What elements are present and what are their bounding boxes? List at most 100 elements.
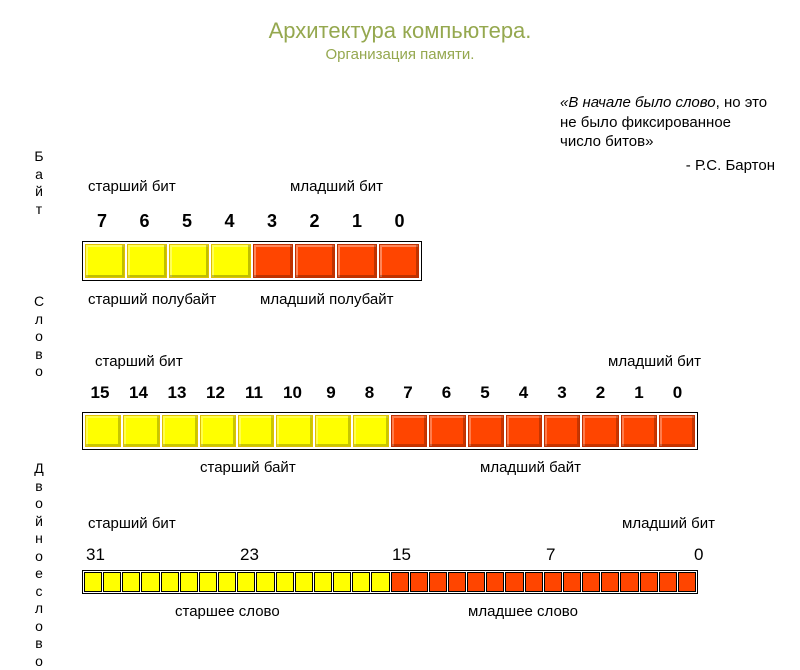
dword-cell-30 (103, 572, 121, 592)
dword-cell-15 (391, 572, 409, 592)
word-bit-2: 2 (589, 383, 613, 403)
dword-msb-label: старший бит (88, 515, 176, 532)
word-bit-1: 1 (627, 383, 651, 403)
byte-bit-6: 6 (135, 211, 155, 232)
dword-cell-4 (601, 572, 619, 592)
dword-cell-19 (314, 572, 332, 592)
byte-bit-strip (82, 241, 422, 281)
word-cell-13 (162, 415, 198, 447)
dword-low-word-label: младшее слово (468, 603, 578, 620)
word-bit-4: 4 (512, 383, 536, 403)
word-cell-8 (353, 415, 389, 447)
dword-tick-7: 7 (546, 545, 555, 565)
word-bit-6: 6 (435, 383, 459, 403)
dword-cell-8 (525, 572, 543, 592)
word-low-byte-label: младший байт (480, 459, 581, 476)
word-cell-3 (544, 415, 580, 447)
byte-cell-4 (211, 244, 251, 278)
word-cell-1 (621, 415, 657, 447)
byte-cell-2 (295, 244, 335, 278)
vlabel-word: Слово (30, 293, 48, 381)
dword-cell-3 (620, 572, 638, 592)
dword-high-word-label: старшее слово (175, 603, 280, 620)
word-bit-5: 5 (473, 383, 497, 403)
dword-cell-22 (256, 572, 274, 592)
word-cell-6 (429, 415, 465, 447)
dword-cell-7 (544, 572, 562, 592)
byte-cell-7 (85, 244, 125, 278)
dword-cell-18 (333, 572, 351, 592)
dword-cell-23 (237, 572, 255, 592)
dword-tick-0: 0 (694, 545, 703, 565)
dword-cell-20 (295, 572, 313, 592)
dword-lsb-label: младший бит (622, 515, 715, 532)
byte-bit-2: 2 (305, 211, 325, 232)
word-cell-7 (391, 415, 427, 447)
word-cell-12 (200, 415, 236, 447)
word-high-byte-label: старший байт (200, 459, 296, 476)
word-bit-9: 9 (319, 383, 343, 403)
dword-tick-23: 23 (240, 545, 259, 565)
byte-cell-1 (337, 244, 377, 278)
dword-cell-5 (582, 572, 600, 592)
quote-author: - Р.С. Бартон (560, 156, 775, 176)
word-cell-15 (85, 415, 121, 447)
dword-cell-9 (505, 572, 523, 592)
byte-bit-5: 5 (177, 211, 197, 232)
page-title: Архитектура компьютера. (0, 18, 800, 44)
word-cell-5 (468, 415, 504, 447)
byte-bit-4: 4 (220, 211, 240, 232)
dword-cell-14 (410, 572, 428, 592)
word-bit-11: 11 (242, 383, 266, 403)
word-cell-14 (123, 415, 159, 447)
dword-cell-29 (122, 572, 140, 592)
word-bit-3: 3 (550, 383, 574, 403)
word-bit-12: 12 (204, 383, 228, 403)
vlabel-dword: Двойное слово (30, 460, 48, 670)
word-bit-0: 0 (666, 383, 690, 403)
dword-cell-13 (429, 572, 447, 592)
word-cell-9 (315, 415, 351, 447)
dword-cell-25 (199, 572, 217, 592)
word-cell-4 (506, 415, 542, 447)
dword-cell-31 (84, 572, 102, 592)
dword-cell-28 (141, 572, 159, 592)
dword-cell-21 (276, 572, 294, 592)
epigraph: «В начале было слово, но это не было фик… (560, 93, 775, 175)
dword-cell-6 (563, 572, 581, 592)
byte-msb-label: старший бит (88, 178, 176, 195)
dword-cell-27 (161, 572, 179, 592)
word-bit-13: 13 (165, 383, 189, 403)
dword-cell-11 (467, 572, 485, 592)
byte-bit-1: 1 (347, 211, 367, 232)
dword-cell-12 (448, 572, 466, 592)
byte-bit-3: 3 (262, 211, 282, 232)
word-bit-10: 10 (281, 383, 305, 403)
word-cell-2 (582, 415, 618, 447)
byte-cell-3 (253, 244, 293, 278)
dword-cell-26 (180, 572, 198, 592)
dword-tick-31: 31 (86, 545, 105, 565)
page-subtitle: Организация памяти. (0, 46, 800, 63)
dword-cell-16 (371, 572, 389, 592)
byte-lsb-label: младший бит (290, 178, 383, 195)
byte-high-nibble-label: старший полубайт (88, 291, 216, 308)
dword-cell-24 (218, 572, 236, 592)
dword-tick-15: 15 (392, 545, 411, 565)
byte-cell-0 (379, 244, 419, 278)
dword-cell-2 (640, 572, 658, 592)
dword-bit-strip (82, 570, 698, 594)
word-cell-11 (238, 415, 274, 447)
word-cell-0 (659, 415, 695, 447)
byte-cell-6 (127, 244, 167, 278)
vlabel-byte: Байт (30, 148, 48, 218)
word-bit-7: 7 (396, 383, 420, 403)
byte-low-nibble-label: младший полубайт (260, 291, 394, 308)
word-cell-10 (276, 415, 312, 447)
word-bit-8: 8 (358, 383, 382, 403)
quote-line1: «В начале было слово, (560, 94, 720, 111)
word-bit-strip (82, 412, 698, 450)
word-bit-15: 15 (88, 383, 112, 403)
dword-cell-10 (486, 572, 504, 592)
byte-cell-5 (169, 244, 209, 278)
